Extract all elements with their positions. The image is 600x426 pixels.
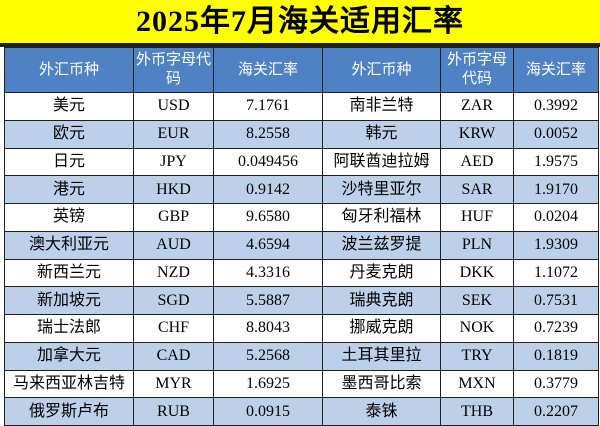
currency-code-cell: AUD: [133, 230, 214, 260]
currency-code-cell: JPY: [133, 147, 214, 177]
rate-cell: 0.3779: [513, 369, 599, 399]
title-bar: 2025年7月海关适用汇率: [0, 0, 600, 47]
rate-cell: 1.9309: [513, 230, 599, 260]
currency-name-cell: 土耳其里拉: [322, 341, 441, 371]
currency-name-cell: 澳大利亚元: [4, 230, 134, 260]
currency-code-cell: MYR: [133, 369, 214, 399]
currency-code-cell: TRY: [440, 341, 514, 371]
header-rate-right: 海关汇率: [513, 47, 599, 93]
currency-code-cell: NOK: [440, 314, 514, 343]
rate-cell: 0.049456: [213, 147, 323, 177]
rate-cell: 1.1072: [513, 258, 599, 288]
rate-cell: 4.6594: [213, 230, 323, 260]
currency-name-cell: 俄罗斯卢布: [4, 397, 134, 426]
rate-cell: 0.7531: [513, 286, 599, 315]
rate-cell: 9.6580: [213, 203, 323, 232]
rate-cell: 0.7239: [513, 314, 599, 343]
currency-code-cell: MXN: [440, 369, 514, 399]
table-row: 美元 USD 7.1761 南非兰特 ZAR 0.3992: [4, 92, 599, 121]
currency-name-cell: 日元: [4, 147, 134, 177]
currency-code-cell: HUF: [440, 203, 514, 232]
table-row: 澳大利亚元 AUD 4.6594 波兰兹罗提 PLN 1.9309: [4, 230, 599, 260]
currency-code-cell: PLN: [440, 230, 514, 260]
rate-cell: 4.3316: [213, 258, 323, 288]
table-row: 日元 JPY 0.049456 阿联酋迪拉姆 AED 1.9575: [4, 147, 599, 177]
currency-code-cell: NZD: [133, 258, 214, 288]
currency-code-cell: SGD: [133, 286, 214, 315]
currency-code-cell: SAR: [440, 175, 514, 204]
table-row: 俄罗斯卢布 RUB 0.0915 泰铢 THB 0.2207: [4, 397, 599, 426]
currency-code-cell: CAD: [133, 341, 214, 371]
rate-cell: 5.2568: [213, 341, 323, 371]
currency-name-cell: 丹麦克朗: [322, 258, 441, 288]
table-row: 新加坡元 SGD 5.5887 瑞典克朗 SEK 0.7531: [4, 286, 599, 315]
currency-code-cell: AED: [440, 147, 514, 177]
currency-code-cell: EUR: [133, 119, 214, 149]
rate-cell: 1.9170: [513, 175, 599, 204]
currency-name-cell: 南非兰特: [322, 92, 441, 121]
rate-cell: 8.2558: [213, 119, 323, 149]
currency-name-cell: 英镑: [4, 203, 134, 232]
currency-code-cell: KRW: [440, 119, 514, 149]
table-row: 马来西亚林吉特 MYR 1.6925 墨西哥比索 MXN 0.3779: [4, 369, 599, 399]
currency-name-cell: 沙特里亚尔: [322, 175, 441, 204]
rate-cell: 0.0915: [213, 397, 323, 426]
table-row: 港元 HKD 0.9142 沙特里亚尔 SAR 1.9170: [4, 175, 599, 204]
header-currency-left: 外汇币种: [4, 47, 134, 93]
rate-cell: 5.5887: [213, 286, 323, 315]
table-row: 新西兰元 NZD 4.3316 丹麦克朗 DKK 1.1072: [4, 258, 599, 288]
header-rate-left: 海关汇率: [213, 47, 323, 93]
rate-cell: 0.0204: [513, 203, 599, 232]
table-row: 英镑 GBP 9.6580 匈牙利福林 HUF 0.0204: [4, 203, 599, 232]
currency-name-cell: 美元: [4, 92, 134, 121]
header-code-right: 外币字母代码: [440, 47, 514, 93]
currency-code-cell: SEK: [440, 286, 514, 315]
table-row: 欧元 EUR 8.2558 韩元 KRW 0.0052: [4, 119, 599, 149]
header-currency-right: 外汇币种: [322, 47, 441, 93]
exchange-rate-table: 外汇币种 外币字母代码 海关汇率 外汇币种 外币字母代码 海关汇率 美元 USD 7…: [4, 47, 599, 426]
currency-name-cell: 墨西哥比索: [322, 369, 441, 399]
currency-name-cell: 瑞士法郎: [4, 314, 134, 343]
rate-cell: 7.1761: [213, 92, 323, 121]
currency-code-cell: ZAR: [440, 92, 514, 121]
rate-cell: 0.9142: [213, 175, 323, 204]
currency-code-cell: THB: [440, 397, 514, 426]
header-row: 外汇币种 外币字母代码 海关汇率 外汇币种 外币字母代码 海关汇率: [4, 47, 599, 93]
currency-name-cell: 波兰兹罗提: [322, 230, 441, 260]
rate-cell: 0.3992: [513, 92, 599, 121]
currency-code-cell: CHF: [133, 314, 214, 343]
currency-code-cell: DKK: [440, 258, 514, 288]
currency-code-cell: GBP: [133, 203, 214, 232]
currency-name-cell: 新西兰元: [4, 258, 134, 288]
rate-cell: 1.6925: [213, 369, 323, 399]
rate-cell: 0.1819: [513, 341, 599, 371]
table-row: 瑞士法郎 CHF 8.8043 挪威克朗 NOK 0.7239: [4, 314, 599, 343]
rate-cell: 1.9575: [513, 147, 599, 177]
currency-name-cell: 挪威克朗: [322, 314, 441, 343]
currency-name-cell: 泰铢: [322, 397, 441, 426]
currency-name-cell: 加拿大元: [4, 341, 134, 371]
table-row: 加拿大元 CAD 5.2568 土耳其里拉 TRY 0.1819: [4, 341, 599, 371]
currency-name-cell: 新加坡元: [4, 286, 134, 315]
currency-name-cell: 港元: [4, 175, 134, 204]
currency-name-cell: 韩元: [322, 119, 441, 149]
rate-cell: 8.8043: [213, 314, 323, 343]
exchange-rate-table-area: 外汇币种 外币字母代码 海关汇率 外汇币种 外币字母代码 海关汇率 美元 USD 7…: [4, 47, 599, 426]
currency-name-cell: 马来西亚林吉特: [4, 369, 134, 399]
rate-cell: 0.2207: [513, 397, 599, 426]
currency-code-cell: RUB: [133, 397, 214, 426]
currency-name-cell: 阿联酋迪拉姆: [322, 147, 441, 177]
page-title: 2025年7月海关适用汇率: [136, 4, 464, 38]
header-code-left: 外币字母代码: [133, 47, 214, 93]
currency-name-cell: 匈牙利福林: [322, 203, 441, 232]
currency-name-cell: 欧元: [4, 119, 134, 149]
currency-code-cell: USD: [133, 92, 214, 121]
currency-code-cell: HKD: [133, 175, 214, 204]
rate-cell: 0.0052: [513, 119, 599, 149]
currency-name-cell: 瑞典克朗: [322, 286, 441, 315]
